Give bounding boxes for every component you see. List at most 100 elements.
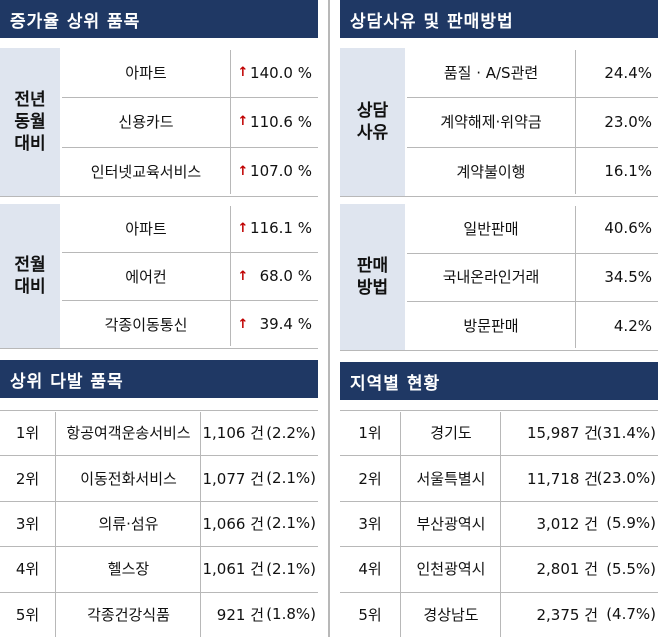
separator bbox=[62, 146, 318, 148]
count-cell: 2,375 건 bbox=[536, 605, 598, 624]
separator bbox=[340, 196, 658, 197]
item-cell: 부산광역시 bbox=[416, 514, 486, 533]
rank-cell: 3위 bbox=[15, 514, 40, 533]
separator bbox=[200, 412, 201, 637]
share-cell: (2.2%) bbox=[266, 423, 316, 442]
rank-cell: 4위 bbox=[358, 560, 382, 579]
share-cell: (4.7%) bbox=[606, 605, 656, 624]
group-label-line: 상담 bbox=[356, 101, 389, 121]
share-cell: 4.2% bbox=[613, 316, 652, 335]
separator bbox=[407, 146, 658, 148]
count-cell: 1,066 건 bbox=[202, 514, 264, 533]
separator bbox=[0, 410, 318, 411]
rank-cell: 2위 bbox=[358, 469, 382, 488]
separator bbox=[230, 206, 231, 346]
separator bbox=[340, 591, 658, 593]
group-label-line: 동월 bbox=[14, 112, 46, 132]
share-cell: 16.1% bbox=[604, 162, 652, 181]
section-header: 상담사유 및 판매방법 bbox=[340, 0, 658, 38]
item-cell: 신용카드 bbox=[118, 113, 174, 132]
rate-cell: 107.0 % bbox=[250, 162, 312, 181]
separator bbox=[500, 412, 501, 637]
share-cell: 23.0% bbox=[604, 112, 652, 131]
share-cell: 24.4% bbox=[604, 63, 652, 82]
share-cell: (31.4%) bbox=[596, 423, 656, 442]
section-header: 증가율 상위 품목 bbox=[0, 0, 318, 38]
separator bbox=[0, 500, 318, 502]
group-label-line: 대비 bbox=[14, 277, 46, 297]
item-cell: 각종건강식품 bbox=[87, 605, 170, 624]
separator bbox=[575, 50, 576, 194]
share-cell: (5.9%) bbox=[606, 514, 656, 533]
separator bbox=[0, 348, 318, 349]
separator bbox=[0, 196, 318, 197]
separator bbox=[62, 300, 318, 301]
item-cell: 아파트 bbox=[125, 64, 167, 83]
separator bbox=[0, 591, 318, 593]
item-cell: 품질 · A/S관련 bbox=[443, 64, 539, 83]
item-cell: 각종이동통신 bbox=[104, 315, 188, 334]
item-cell: 이동전화서비스 bbox=[80, 469, 177, 488]
separator bbox=[340, 350, 658, 351]
rate-cell: 140.0 % bbox=[250, 63, 312, 82]
separator bbox=[55, 412, 56, 637]
count-cell: 3,012 건 bbox=[536, 514, 598, 533]
share-cell: 34.5% bbox=[604, 267, 652, 286]
rank-cell: 1위 bbox=[15, 424, 40, 443]
separator bbox=[0, 455, 318, 457]
separator bbox=[230, 50, 231, 194]
item-cell: 계약불이행 bbox=[456, 162, 526, 181]
rank-cell: 5위 bbox=[15, 605, 40, 624]
share-cell: (2.1%) bbox=[266, 559, 316, 578]
item-cell: 경상남도 bbox=[423, 605, 479, 624]
group-label-line: 전월 bbox=[14, 255, 46, 275]
share-cell: 40.6% bbox=[604, 219, 652, 238]
item-cell: 방문판매 bbox=[463, 317, 519, 336]
count-cell: 1,077 건 bbox=[202, 469, 264, 488]
separator bbox=[400, 412, 401, 637]
item-cell: 일반판매 bbox=[463, 219, 519, 238]
group-label: 전월 대비 bbox=[0, 204, 60, 348]
group-label: 전년 동월 대비 bbox=[0, 48, 60, 196]
separator bbox=[62, 97, 318, 99]
rate-cell: 68.0 % bbox=[259, 267, 312, 285]
group-label: 상담 사유 bbox=[340, 48, 405, 196]
share-cell: (2.1%) bbox=[266, 514, 316, 533]
item-cell: 인천광역시 bbox=[416, 560, 486, 579]
group-label-line: 사유 bbox=[356, 123, 389, 143]
share-cell: (5.5%) bbox=[606, 559, 656, 578]
rate-cell: 116.1 % bbox=[250, 219, 312, 237]
separator bbox=[340, 410, 658, 411]
rank-cell: 1위 bbox=[358, 424, 382, 443]
separator bbox=[575, 206, 576, 348]
section-header: 상위 다발 품목 bbox=[0, 360, 318, 398]
group-label-line: 판매 bbox=[356, 256, 389, 276]
rank-cell: 5위 bbox=[358, 605, 382, 624]
rank-cell: 2위 bbox=[15, 469, 40, 488]
count-cell: 1,061 건 bbox=[202, 560, 264, 579]
rank-cell: 4위 bbox=[15, 560, 40, 579]
item-cell: 경기도 bbox=[430, 424, 472, 443]
up-arrow: ↑ bbox=[237, 65, 249, 81]
share-cell: (1.8%) bbox=[266, 605, 316, 624]
item-cell: 서울특별시 bbox=[416, 469, 486, 488]
count-cell: 15,987 건 bbox=[526, 424, 598, 443]
item-cell: 국내온라인거래 bbox=[442, 268, 540, 287]
separator bbox=[62, 252, 318, 253]
count-cell: 1,106 건 bbox=[202, 424, 264, 443]
count-cell: 2,801 건 bbox=[536, 560, 598, 579]
divider bbox=[328, 0, 330, 637]
up-arrow: ↑ bbox=[237, 114, 249, 130]
share-cell: (23.0%) bbox=[596, 469, 656, 488]
separator bbox=[0, 546, 318, 548]
rate-cell: 39.4 % bbox=[259, 315, 312, 333]
rate-cell: 110.6 % bbox=[250, 112, 312, 131]
item-cell: 헬스장 bbox=[107, 560, 150, 579]
item-cell: 아파트 bbox=[125, 219, 167, 238]
rank-cell: 3위 bbox=[358, 514, 382, 533]
item-cell: 항공여객운송서비스 bbox=[66, 424, 191, 443]
item-cell: 인터넷교육서비스 bbox=[90, 162, 202, 181]
separator bbox=[407, 97, 658, 99]
count-cell: 921 건 bbox=[216, 605, 264, 624]
separator bbox=[407, 301, 658, 303]
